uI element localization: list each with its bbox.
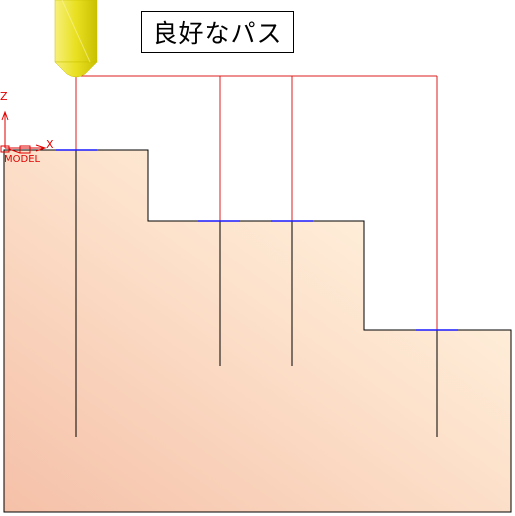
model-axis-label: MODEL bbox=[4, 154, 41, 165]
end-mill-tool-icon bbox=[54, 0, 98, 78]
rapid-toolpath bbox=[75, 75, 438, 330]
axis-triad-icon bbox=[0, 110, 47, 154]
plunge-toolpath bbox=[75, 150, 438, 437]
stepped-part-body bbox=[3, 149, 512, 513]
cut-toolpath bbox=[56, 149, 458, 331]
z-axis-label: Z bbox=[0, 90, 8, 103]
x-axis-label: X bbox=[46, 138, 54, 151]
title-label: 良好なパス bbox=[141, 11, 294, 53]
